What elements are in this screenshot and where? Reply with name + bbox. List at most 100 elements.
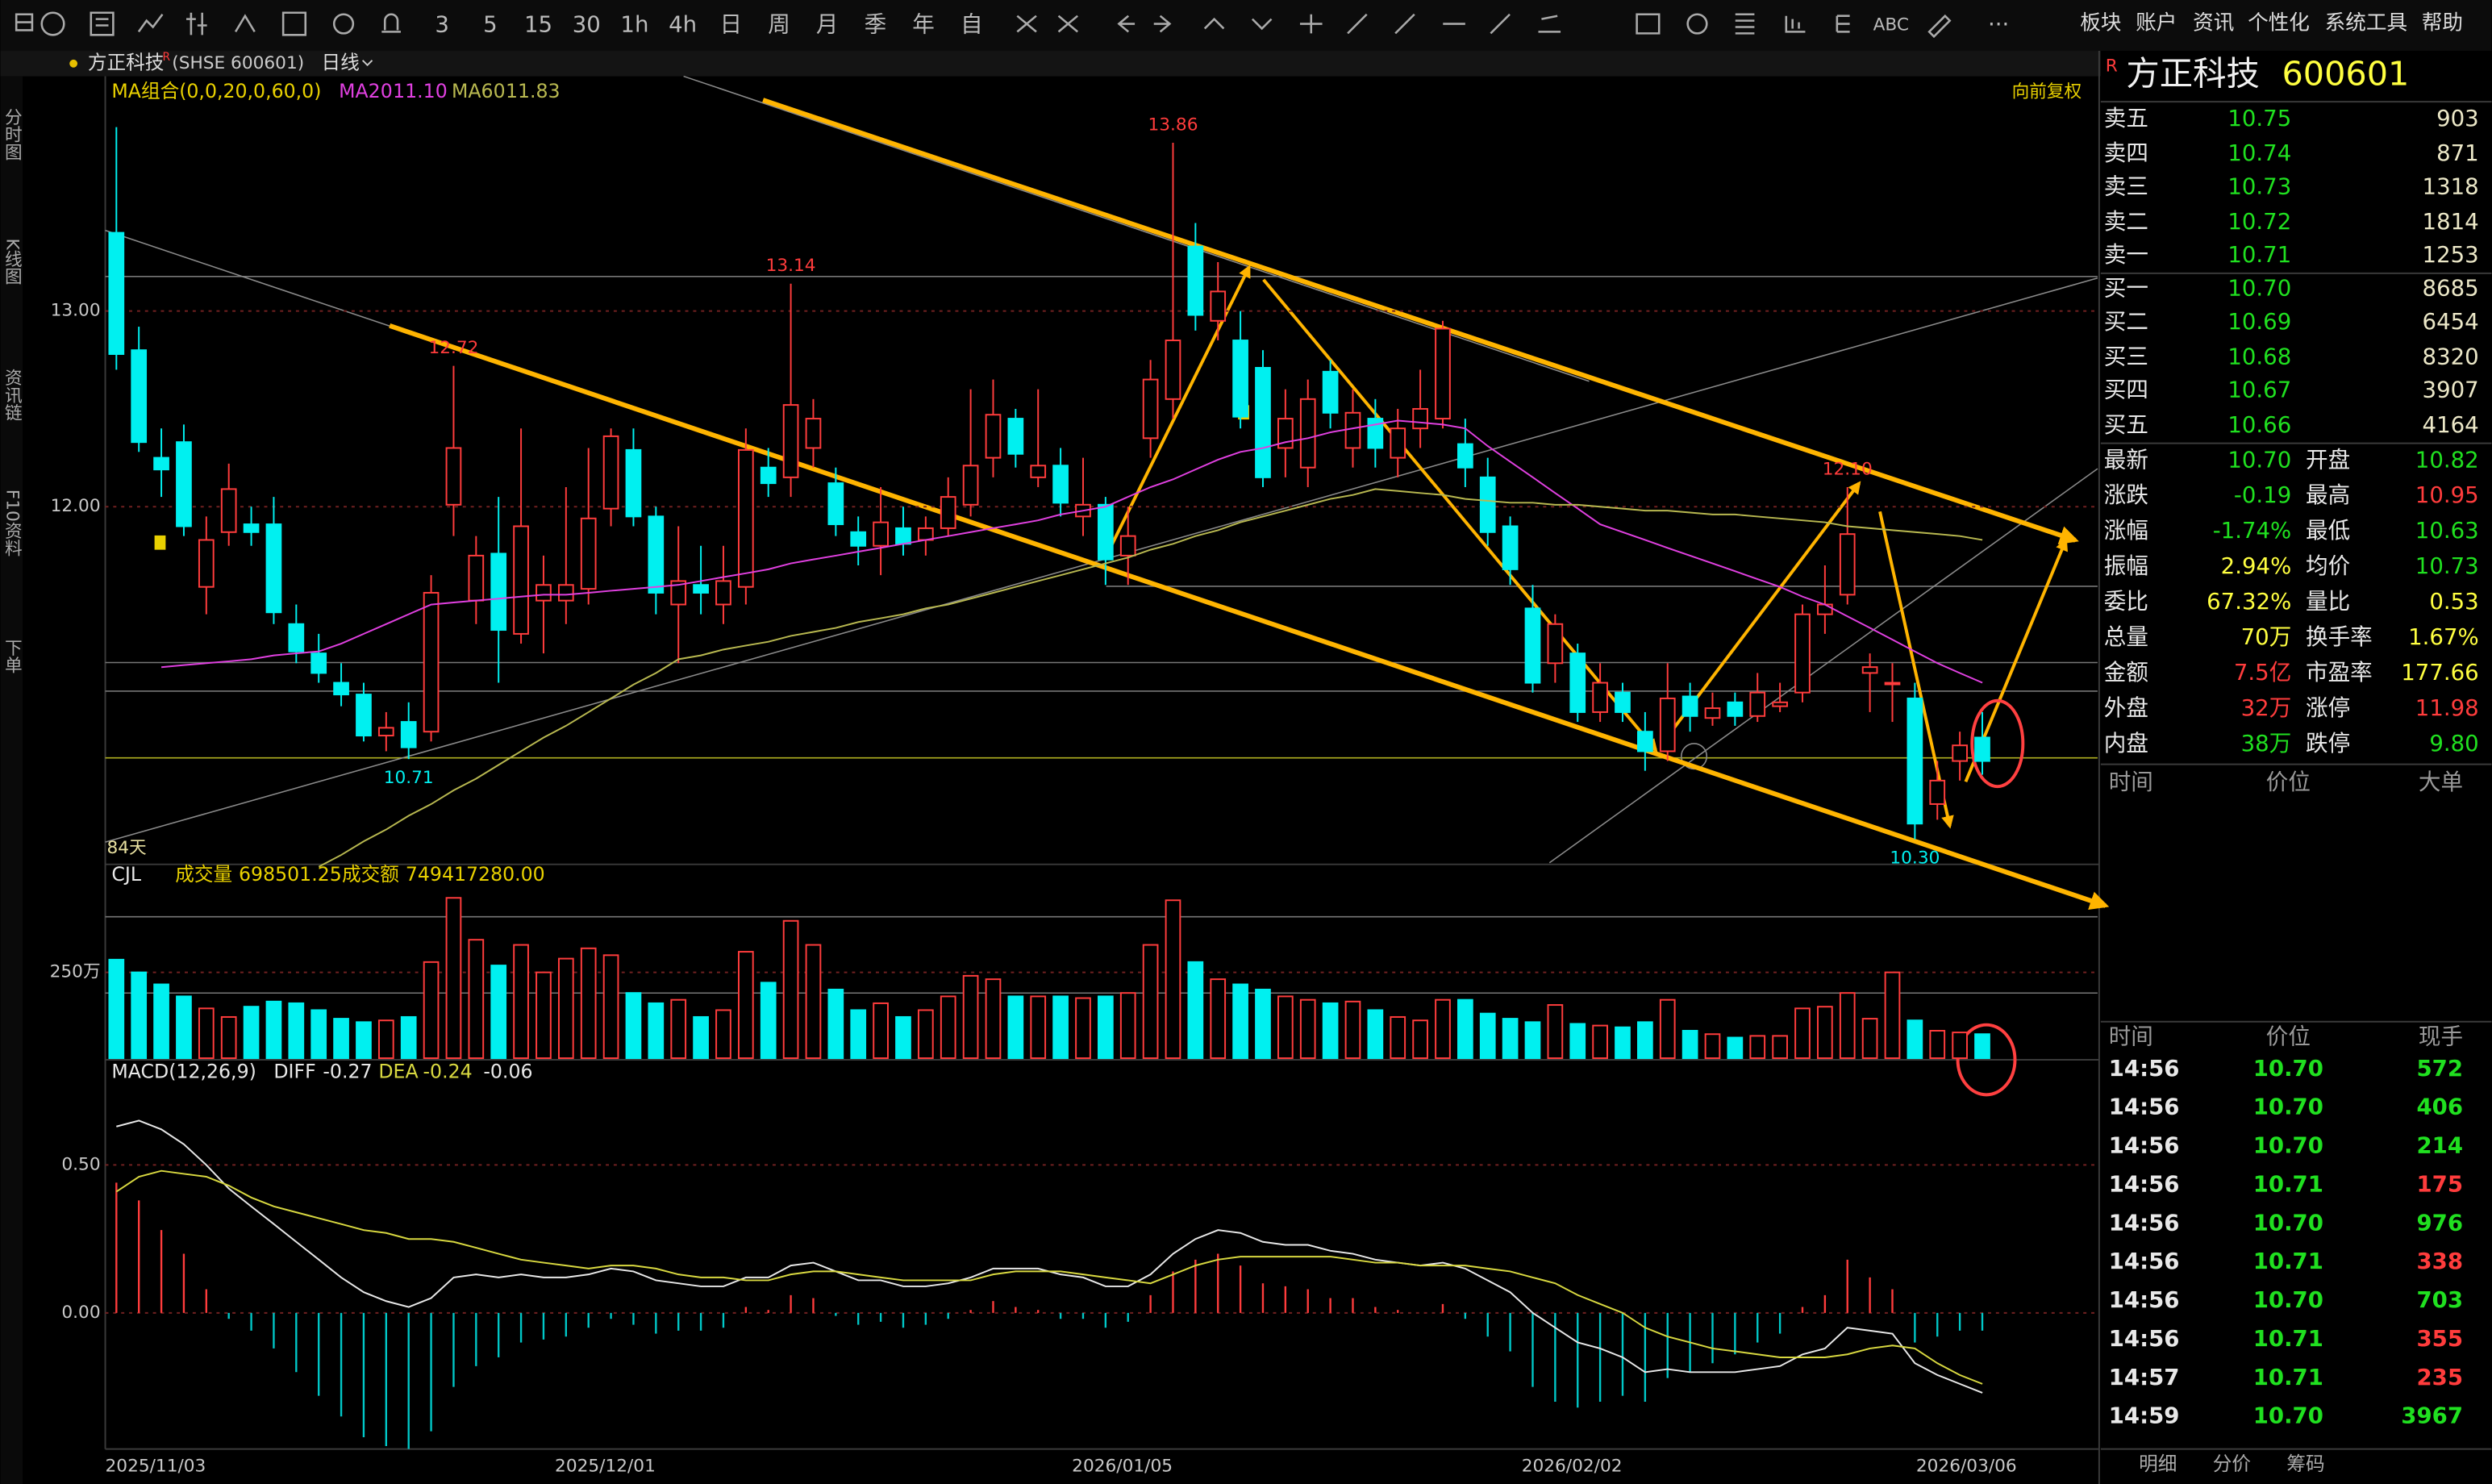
- quote-mark: R: [2106, 56, 2118, 77]
- trade-volume: 214: [2416, 1132, 2463, 1159]
- book-price: 10.73: [2227, 173, 2291, 199]
- y-tick-label: 0.50: [61, 1154, 100, 1174]
- period[interactable]: 日线: [321, 51, 359, 73]
- volume-bar: [310, 1009, 327, 1060]
- side-tab[interactable]: K线图: [2, 239, 22, 286]
- adjust[interactable]: 向前复权: [2012, 81, 2082, 102]
- trade-time: 14:59: [2109, 1403, 2180, 1429]
- volume-bar: [737, 951, 754, 1060]
- stat-value: 67.32%: [2207, 588, 2291, 615]
- volume-bar: [1457, 998, 1473, 1060]
- menu-item[interactable]: 系统工具: [2325, 11, 2407, 35]
- trade-price: 10.71: [2253, 1364, 2323, 1390]
- volume-bar: [1794, 1007, 1811, 1060]
- book-label: 买一: [2104, 275, 2148, 302]
- stat-value: 11.98: [2415, 694, 2479, 721]
- candle-body: [1052, 465, 1069, 504]
- panel-tab[interactable]: 分价: [2213, 1453, 2251, 1475]
- candle-body: [1907, 697, 1923, 825]
- toolbar-period[interactable]: 月: [816, 11, 839, 38]
- toolbar-abc[interactable]: ABC: [1873, 15, 1909, 35]
- candle-body: [377, 727, 394, 737]
- candle-body: [962, 465, 979, 506]
- extreme-label: 10.30: [1890, 848, 1940, 868]
- candle-body: [356, 694, 372, 737]
- chevron: [361, 60, 373, 67]
- trade-time: 14:56: [2109, 1055, 2180, 1082]
- x-tick-label: 2025/12/01: [555, 1456, 656, 1476]
- book-volume: 8320: [2423, 343, 2479, 369]
- side-tab[interactable]: 下单: [2, 639, 22, 674]
- toolbar-period[interactable]: 季: [865, 11, 887, 38]
- legend-value: 11.10: [393, 80, 448, 102]
- toolbar-period[interactable]: 4h: [669, 11, 697, 38]
- volume-bar: [1615, 1026, 1631, 1060]
- toolbar-period[interactable]: 日: [720, 11, 743, 38]
- stat-value: 10.73: [2415, 552, 2479, 579]
- legend-name: DEA: [378, 1060, 418, 1082]
- candle-body: [715, 580, 731, 606]
- menu-item[interactable]: 帮助: [2422, 11, 2463, 35]
- stat-value: 9.80: [2429, 730, 2478, 757]
- legend-value: -0.27: [323, 1060, 372, 1082]
- volume-bar: [1119, 992, 1136, 1060]
- stat-label: 涨停: [2306, 694, 2350, 721]
- book-volume: 1814: [2423, 208, 2479, 235]
- line-dea: [115, 1169, 1983, 1385]
- stat-label: 成交额: [342, 863, 399, 886]
- volume-bar: [827, 988, 844, 1060]
- trade-volume: 338: [2416, 1248, 2463, 1274]
- candle-body: [310, 652, 327, 674]
- trade-time: 14:56: [2109, 1325, 2180, 1352]
- candle-body: [1839, 533, 1856, 596]
- candle-body: [1569, 652, 1586, 713]
- menu-item[interactable]: 账户: [2136, 11, 2177, 35]
- volume-bar: [1502, 1018, 1519, 1060]
- panel-tab[interactable]: 筹码: [2286, 1453, 2324, 1475]
- book-label: 买五: [2104, 411, 2148, 438]
- stat-label: 成交量: [175, 863, 232, 886]
- column-header: 价位: [2266, 769, 2311, 795]
- toolbar-period[interactable]: 30: [573, 11, 601, 38]
- toolbar-period[interactable]: 周: [768, 11, 790, 38]
- toolbar-period[interactable]: 自: [961, 11, 983, 38]
- stat-label: 开盘: [2306, 446, 2350, 473]
- toolbar-period[interactable]: 5: [483, 11, 498, 38]
- volume-bar: [850, 1009, 867, 1060]
- candle-body: [333, 682, 349, 696]
- toolbar-period[interactable]: 年: [912, 11, 935, 38]
- menu-item[interactable]: 板块: [2080, 11, 2121, 35]
- more[interactable]: ···: [1988, 11, 2009, 38]
- volume-bar: [985, 978, 1002, 1060]
- candle-body: [1165, 340, 1181, 400]
- candle-body: [1322, 370, 1339, 414]
- legend-name: DIFF: [273, 1060, 315, 1082]
- candle-body: [1861, 666, 1878, 674]
- candle-body: [1794, 613, 1811, 694]
- candle-body: [873, 521, 889, 547]
- volume-bar: [1479, 1012, 1496, 1060]
- side-tab[interactable]: 分时图: [2, 108, 22, 160]
- quote-name: 方正科技: [2126, 55, 2259, 94]
- quote-code: 600601: [2282, 55, 2409, 94]
- toolbar-period[interactable]: 1h: [620, 11, 648, 38]
- candle-body: [535, 584, 552, 602]
- stat-label: 金额: [2104, 659, 2148, 686]
- book-price: 10.66: [2227, 411, 2291, 438]
- candle-body: [176, 441, 192, 527]
- stat-label: 外盘: [2104, 694, 2148, 721]
- x-tick-label: 2026/01/05: [1072, 1456, 1173, 1476]
- trade-time: 14:56: [2109, 1209, 2180, 1236]
- toolbar-period[interactable]: 15: [524, 11, 552, 38]
- panel-tab[interactable]: 明细: [2139, 1453, 2177, 1475]
- stat-label: 均价: [2306, 552, 2350, 579]
- volume-bar: [1974, 1033, 1990, 1060]
- book-label: 卖四: [2104, 140, 2148, 166]
- side-tab[interactable]: 资讯链: [2, 369, 22, 421]
- menu-item[interactable]: 资讯: [2193, 11, 2234, 35]
- stat-value: 10.70: [2227, 446, 2291, 473]
- menu-item[interactable]: 个性化: [2248, 11, 2310, 35]
- side-tab[interactable]: F10资料: [2, 490, 22, 557]
- toolbar-period[interactable]: 3: [435, 11, 449, 38]
